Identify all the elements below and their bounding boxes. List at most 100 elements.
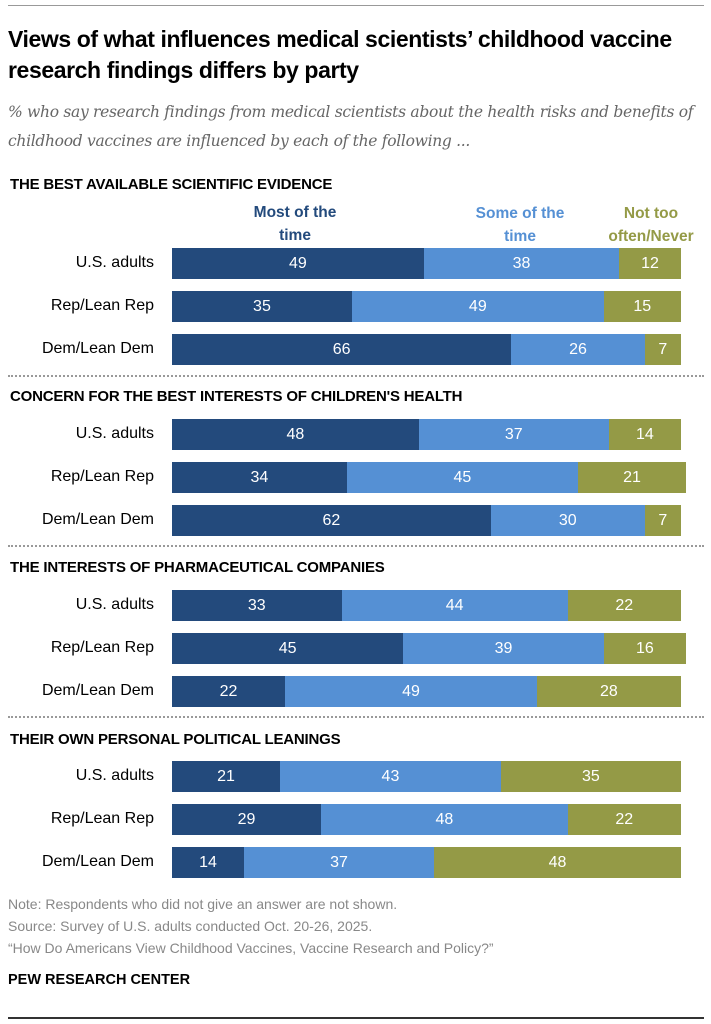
bar-value-label: 34 <box>250 468 269 486</box>
bar-value-label: 37 <box>504 425 523 443</box>
bar-some: 37 <box>243 847 435 878</box>
bar-most: 35 <box>172 291 352 322</box>
bar-value-label: 7 <box>658 511 668 529</box>
bar-not: 35 <box>500 761 681 792</box>
bar-value-label: 48 <box>548 853 567 871</box>
bar-some: 49 <box>351 291 604 322</box>
top-rule <box>8 5 704 6</box>
bar-most: 22 <box>172 676 286 707</box>
row-label: Rep/Lean Rep <box>50 468 154 485</box>
bar-value-label: 49 <box>289 254 307 272</box>
bar-most: 48 <box>172 419 419 450</box>
row-label: U.S. adults <box>75 425 154 442</box>
bar-value-label: 15 <box>633 297 652 315</box>
bar-most: 21 <box>172 761 280 792</box>
chart-subtitle: % who say research findings from medical… <box>8 103 694 150</box>
bar-value-label: 37 <box>330 853 348 871</box>
legend-not: Not too often/Never <box>608 205 694 245</box>
footer-source: Source: Survey of U.S. adults conducted … <box>8 918 373 934</box>
bar-not: 12 <box>619 248 681 279</box>
bar-some: 38 <box>423 248 620 279</box>
bar-not: 22 <box>567 804 681 835</box>
bar-most: 29 <box>172 804 322 835</box>
bar-value-label: 48 <box>286 425 305 443</box>
bar-most: 34 <box>172 462 347 493</box>
panel-title: THEIR OWN PERSONAL POLITICAL LEANINGS <box>10 731 341 748</box>
legend-most: Most of the time <box>253 204 337 244</box>
bar-some: 44 <box>341 590 568 621</box>
bar-value-label: 28 <box>599 682 618 700</box>
bar-some: 48 <box>321 804 568 835</box>
bar-some: 37 <box>418 419 609 450</box>
bar-value-label: 26 <box>569 340 587 358</box>
bar-value-label: 62 <box>322 511 341 529</box>
panel-separator <box>8 545 704 547</box>
panel-title: THE BEST AVAILABLE SCIENTIFIC EVIDENCE <box>10 176 333 193</box>
bar-value-label: 22 <box>219 682 238 700</box>
legend-some: Some of the time <box>475 205 565 245</box>
bar-value-label: 33 <box>247 596 266 614</box>
bar-value-label: 45 <box>278 639 297 657</box>
footer-note: Note: Respondents who did not give an an… <box>8 896 398 912</box>
bar-most: 62 <box>172 505 491 536</box>
row-label: U.S. adults <box>75 767 154 784</box>
bar-value-label: 14 <box>635 425 654 443</box>
bar-most: 49 <box>172 248 424 279</box>
row-label: Rep/Lean Rep <box>50 297 154 314</box>
row-label: U.S. adults <box>75 596 154 613</box>
bar-value-label: 43 <box>381 767 400 785</box>
bar-value-label: 44 <box>445 596 464 614</box>
bar-not: 15 <box>603 291 681 322</box>
bar-value-label: 29 <box>237 810 256 828</box>
bar-most: 33 <box>172 590 342 621</box>
bar-value-label: 35 <box>253 297 271 315</box>
row-label: Dem/Lean Dem <box>41 511 154 528</box>
row-label: Rep/Lean Rep <box>50 639 154 656</box>
panel-title: THE INTERESTS OF PHARMACEUTICAL COMPANIE… <box>10 559 385 576</box>
bar-value-label: 35 <box>582 767 600 785</box>
bar-value-label: 21 <box>217 767 235 785</box>
bar-not: 7 <box>644 334 681 365</box>
bar-not: 21 <box>578 462 686 493</box>
bar-value-label: 45 <box>453 468 472 486</box>
brand-logo-text: PEW RESEARCH CENTER <box>8 972 191 988</box>
bar-value-label: 66 <box>332 340 351 358</box>
bar-value-label: 38 <box>512 254 531 272</box>
bar-value-label: 48 <box>435 810 454 828</box>
row-label: Dem/Lean Dem <box>41 853 154 870</box>
bar-not: 16 <box>603 633 686 664</box>
bar-value-label: 22 <box>615 810 634 828</box>
bar-not: 22 <box>567 590 681 621</box>
bar-some: 30 <box>490 505 645 536</box>
bar-not: 28 <box>536 676 681 707</box>
bar-some: 39 <box>403 633 604 664</box>
bar-some: 45 <box>346 462 579 493</box>
chart-title: Views of what influences medical scienti… <box>8 26 672 83</box>
bar-not: 14 <box>608 419 681 450</box>
bar-value-label: 16 <box>635 639 654 657</box>
row-label: Dem/Lean Dem <box>41 682 154 699</box>
bar-most: 14 <box>172 847 244 878</box>
bar-most: 66 <box>172 334 512 365</box>
bar-some: 26 <box>511 334 645 365</box>
bar-some: 43 <box>279 761 501 792</box>
bar-value-label: 39 <box>494 639 513 657</box>
bar-not: 48 <box>434 847 681 878</box>
bar-value-label: 30 <box>558 511 577 529</box>
panel-title: CONCERN FOR THE BEST INTERESTS OF CHILDR… <box>10 388 463 405</box>
bar-value-label: 49 <box>402 682 420 700</box>
panel-separator <box>8 375 704 377</box>
bar-some: 49 <box>285 676 537 707</box>
panel-separator <box>8 716 704 718</box>
bar-value-label: 14 <box>199 853 217 871</box>
bar-value-label: 22 <box>615 596 634 614</box>
bar-value-label: 21 <box>623 468 641 486</box>
row-label: Rep/Lean Rep <box>50 810 154 827</box>
bar-not: 7 <box>644 505 681 536</box>
bar-value-label: 49 <box>468 297 487 315</box>
bar-value-label: 12 <box>641 254 659 272</box>
row-label: Dem/Lean Dem <box>41 340 154 357</box>
bar-value-label: 7 <box>658 340 668 358</box>
bar-most: 45 <box>172 633 404 664</box>
